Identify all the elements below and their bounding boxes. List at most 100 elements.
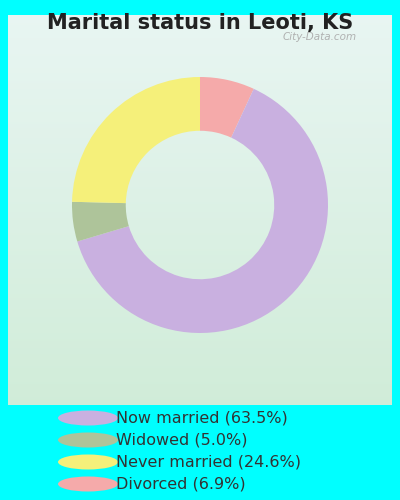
Bar — [8, 236, 392, 238]
Bar — [8, 64, 392, 66]
Bar — [8, 103, 392, 104]
Bar — [8, 21, 392, 23]
Bar — [8, 120, 392, 122]
Bar — [8, 378, 392, 380]
Bar — [8, 161, 392, 163]
Bar — [8, 286, 392, 288]
Bar — [8, 32, 392, 34]
Bar — [8, 186, 392, 188]
Bar — [8, 128, 392, 130]
Wedge shape — [72, 77, 200, 203]
Bar — [8, 312, 392, 314]
Bar — [8, 84, 392, 85]
Bar — [8, 394, 392, 395]
Bar — [8, 138, 392, 140]
Bar — [8, 268, 392, 270]
Text: Divorced (6.9%): Divorced (6.9%) — [116, 476, 246, 492]
Bar — [8, 366, 392, 368]
Bar — [8, 24, 392, 26]
Bar — [8, 368, 392, 370]
Bar — [8, 95, 392, 97]
Bar — [8, 226, 392, 228]
Bar — [8, 112, 392, 114]
Bar — [8, 245, 392, 247]
Bar — [8, 87, 392, 89]
Bar — [8, 380, 392, 382]
Bar — [8, 93, 392, 95]
Bar — [8, 160, 392, 161]
Bar — [8, 266, 392, 268]
Bar — [8, 198, 392, 200]
Bar — [8, 358, 392, 360]
Bar — [8, 97, 392, 99]
Bar — [8, 321, 392, 323]
Bar — [8, 319, 392, 321]
Bar — [8, 340, 392, 342]
Bar — [8, 216, 392, 218]
Bar — [8, 372, 392, 374]
Bar — [8, 165, 392, 167]
Bar — [8, 23, 392, 24]
Bar — [8, 376, 392, 378]
Bar — [8, 284, 392, 286]
Bar — [8, 272, 392, 274]
Bar — [8, 262, 392, 264]
Bar — [8, 230, 392, 232]
Bar — [8, 116, 392, 118]
Bar — [8, 60, 392, 62]
Bar — [8, 257, 392, 259]
Circle shape — [58, 410, 118, 426]
Bar — [8, 171, 392, 173]
Bar — [8, 390, 392, 392]
Bar — [8, 194, 392, 196]
Bar — [8, 48, 392, 50]
Bar — [8, 52, 392, 54]
Bar — [8, 259, 392, 260]
Bar — [8, 243, 392, 245]
Bar — [8, 89, 392, 91]
Bar — [8, 15, 392, 17]
Bar — [8, 276, 392, 278]
Circle shape — [58, 454, 118, 469]
Bar — [8, 302, 392, 304]
Bar — [8, 397, 392, 399]
Bar — [8, 264, 392, 266]
Wedge shape — [200, 77, 254, 138]
Bar — [8, 80, 392, 82]
Bar — [8, 192, 392, 194]
Bar — [8, 28, 392, 30]
Bar — [8, 36, 392, 38]
Bar — [8, 260, 392, 262]
Bar — [8, 296, 392, 298]
Bar — [8, 280, 392, 282]
Bar — [8, 206, 392, 208]
Bar — [8, 114, 392, 116]
Bar — [8, 395, 392, 397]
Bar — [8, 177, 392, 179]
Bar — [8, 247, 392, 249]
Bar — [8, 156, 392, 158]
Bar — [8, 327, 392, 329]
Bar — [8, 158, 392, 160]
Bar — [8, 50, 392, 52]
Bar — [8, 181, 392, 182]
Bar — [8, 325, 392, 327]
Bar — [8, 241, 392, 243]
Bar — [8, 70, 392, 71]
Bar — [8, 290, 392, 292]
Bar — [8, 228, 392, 230]
Bar — [8, 154, 392, 156]
Bar — [8, 91, 392, 93]
Bar — [8, 222, 392, 224]
Bar — [8, 401, 392, 403]
Bar — [8, 208, 392, 210]
Bar — [8, 134, 392, 136]
Bar — [8, 140, 392, 142]
Bar — [8, 169, 392, 171]
Text: Marital status in Leoti, KS: Marital status in Leoti, KS — [47, 12, 353, 32]
Bar — [8, 104, 392, 106]
Bar — [8, 342, 392, 344]
Bar — [8, 175, 392, 177]
Bar — [8, 144, 392, 146]
Bar — [8, 126, 392, 128]
